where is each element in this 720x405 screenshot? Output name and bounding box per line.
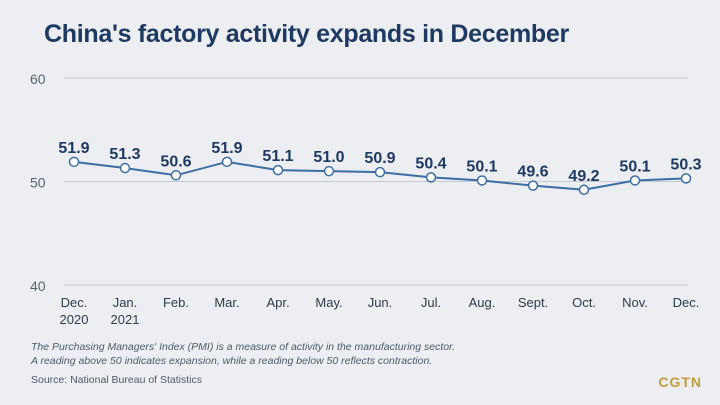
data-label: 51.9 <box>58 140 89 157</box>
data-label: 49.6 <box>517 164 548 181</box>
footnote: The Purchasing Managers' Index (PMI) is … <box>31 340 455 368</box>
x-tick-label: Dec. <box>673 295 700 310</box>
data-point <box>476 175 488 186</box>
cgtn-logo: CGTN <box>658 374 702 390</box>
x-tick-label: Jul. <box>421 295 441 310</box>
y-tick-label: 60 <box>30 71 46 87</box>
x-tick-label: Oct. <box>572 295 596 310</box>
data-label: 50.1 <box>619 158 650 175</box>
data-point <box>578 184 590 196</box>
data-label: 50.3 <box>670 156 701 173</box>
data-point <box>272 164 284 176</box>
data-label: 50.4 <box>415 155 446 172</box>
x-tick-label: Feb. <box>163 295 189 310</box>
x-tick-label: Aug. <box>469 295 496 310</box>
data-label: 51.0 <box>313 149 344 166</box>
x-tick-label: Apr. <box>266 295 289 310</box>
data-point <box>119 162 131 174</box>
data-label: 50.6 <box>160 153 191 170</box>
data-label: 51.1 <box>262 148 293 165</box>
data-point <box>629 175 641 186</box>
x-tick-label: Dec. <box>61 295 88 310</box>
data-label: 50.1 <box>466 158 497 175</box>
y-tick-label: 50 <box>30 175 46 191</box>
data-point <box>527 180 539 191</box>
data-label: 50.9 <box>364 150 395 167</box>
pmi-line-chart: 40 50 60 51.9 51.3 50.6 51.9 51.1 51.0 50.9 50.4 50… <box>30 71 702 327</box>
data-point <box>221 156 233 168</box>
x-tick-label: Sept. <box>518 295 548 310</box>
x-tick-label: 2020 <box>60 312 89 327</box>
source-text: Source: National Bureau of Statistics <box>31 374 203 386</box>
data-point <box>170 170 182 181</box>
x-tick-label: 2021 <box>111 312 140 327</box>
data-point <box>68 156 80 168</box>
data-label: 51.3 <box>109 146 140 163</box>
y-tick-label: 40 <box>30 278 46 294</box>
chart-title: China's factory activity expands in Dece… <box>44 20 569 48</box>
x-tick-label: Jan. <box>113 295 138 310</box>
data-point <box>374 166 386 178</box>
data-label: 49.2 <box>568 168 599 185</box>
data-point <box>680 173 692 184</box>
data-point <box>323 165 335 177</box>
x-tick-label: Mar. <box>214 295 239 310</box>
footnote-line-1: The Purchasing Managers' Index (PMI) is … <box>31 341 456 353</box>
x-tick-label: Jun. <box>368 295 393 310</box>
data-label: 51.9 <box>211 140 242 157</box>
x-tick-label: Nov. <box>622 295 648 310</box>
x-tick-label: May. <box>315 295 342 310</box>
footnote-line-2: A reading above 50 indicates expansion, … <box>31 355 433 367</box>
data-point <box>425 172 437 183</box>
